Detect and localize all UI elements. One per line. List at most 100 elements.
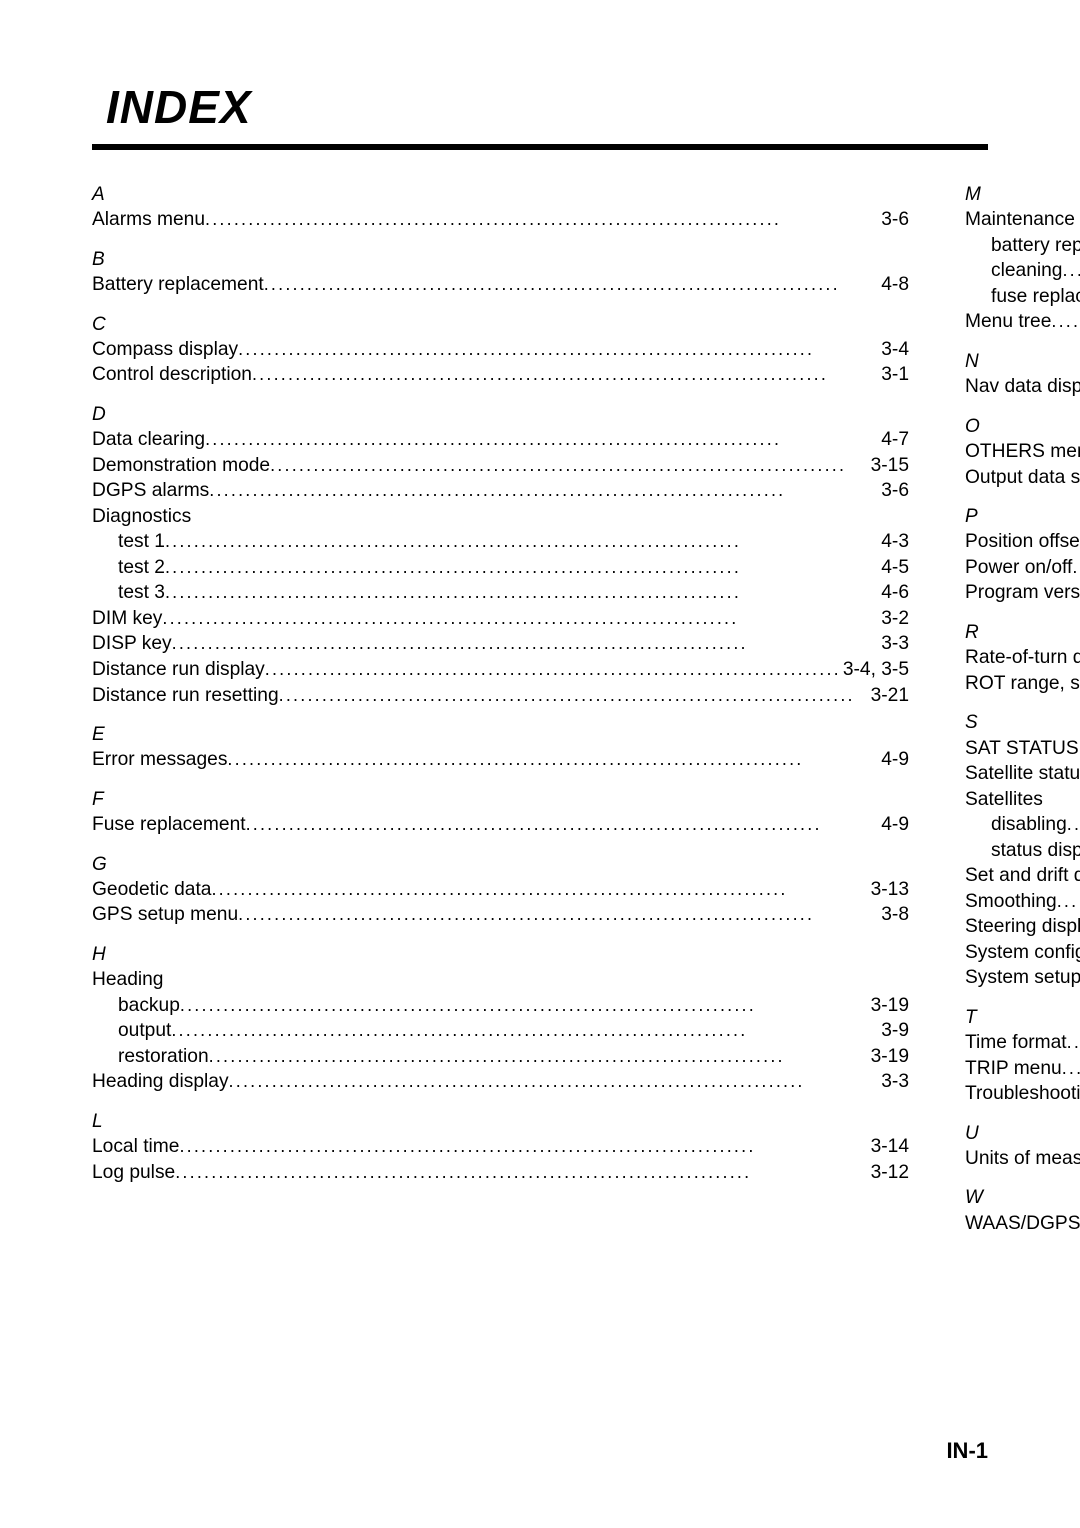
index-subentry: fuse replacement........................…: [965, 284, 1080, 310]
index-entry-label: Menu tree: [965, 309, 1051, 335]
index-entry-label: Control description: [92, 362, 252, 388]
leader-dots: ........................................…: [211, 878, 868, 902]
leader-dots: ........................................…: [162, 607, 879, 631]
index-entry: WAAS/DGPS menu..........................…: [965, 1211, 1080, 1237]
index-entry: Menu tree...............................…: [965, 309, 1080, 335]
index-entry: System setup menu.......................…: [965, 965, 1080, 991]
index-entry-label: backup: [118, 993, 180, 1019]
index-subentry: test 2..................................…: [92, 555, 909, 581]
index-entry-label: Units of measurement: [965, 1146, 1080, 1172]
index-entry-label: DGPS alarms: [92, 478, 209, 504]
index-entry-page: 4-9: [879, 812, 909, 838]
leader-dots: ........................................…: [172, 632, 880, 656]
index-entry-label: Nav data display: [965, 374, 1080, 400]
index-entry: Output data setup menu..................…: [965, 465, 1080, 491]
index-letter: P: [965, 504, 1080, 529]
leader-dots: ........................................…: [1057, 890, 1080, 914]
index-letter: F: [92, 787, 909, 812]
index-entry-label: Log pulse: [92, 1160, 175, 1186]
index-entry: Troubleshooting.........................…: [965, 1081, 1080, 1107]
leader-dots: ........................................…: [165, 556, 879, 580]
index-entry-page: 3-15: [869, 453, 909, 479]
index-entry: ROT range, smoothing....................…: [965, 671, 1080, 697]
index-entry: TRIP menu...............................…: [965, 1056, 1080, 1082]
index-entry: Program version no......................…: [965, 580, 1080, 606]
index-entry: Steering display........................…: [965, 914, 1080, 940]
index-letter: H: [92, 942, 909, 967]
leader-dots: ........................................…: [1067, 813, 1080, 837]
index-entry-page: 3-3: [879, 1069, 909, 1095]
leader-dots: ........................................…: [1072, 556, 1080, 580]
index-entry-label: Distance run resetting: [92, 683, 279, 709]
leader-dots: ........................................…: [1051, 310, 1080, 334]
page-number: IN-1: [946, 1438, 988, 1464]
index-entry-label: Geodetic data: [92, 877, 211, 903]
index-entry-label: System configuration: [965, 940, 1080, 966]
index-entry: DIM key.................................…: [92, 606, 909, 632]
index-entry-label: test 1: [118, 529, 165, 555]
leader-dots: ........................................…: [209, 479, 879, 503]
index-entry: SAT STATUS key..........................…: [965, 736, 1080, 762]
index-entry-label: output: [118, 1018, 171, 1044]
index-entry-page: 3-21: [869, 683, 909, 709]
index-entry: DISP key................................…: [92, 631, 909, 657]
index-entry: DGPS alarms.............................…: [92, 478, 909, 504]
index-entry-label: Local time: [92, 1134, 179, 1160]
index-entry-label: Satellite status display: [965, 761, 1080, 787]
page-title: INDEX: [106, 80, 988, 134]
index-entry-label: fuse replacement: [991, 284, 1080, 310]
index-entry-label: disabling: [991, 812, 1067, 838]
index-entry-label: Power on/off: [965, 555, 1072, 581]
index-entry-label: Program version no.: [965, 580, 1080, 606]
index-entry-label: DIM key: [92, 606, 162, 632]
index-entry: Demonstration mode......................…: [92, 453, 909, 479]
index-letter: C: [92, 312, 909, 337]
index-entry-label: Troubleshooting: [965, 1081, 1080, 1107]
leader-dots: ........................................…: [264, 273, 880, 297]
index-entry: Rate-of-turn display....................…: [965, 645, 1080, 671]
index-entry-label: Battery replacement: [92, 272, 264, 298]
index-entry-label: status display: [991, 838, 1080, 864]
index-entry-page: 4-5: [879, 555, 909, 581]
leader-dots: ........................................…: [227, 748, 879, 772]
index-letter: D: [92, 402, 909, 427]
leader-dots: ........................................…: [179, 1135, 868, 1159]
index-entry-page: 3-19: [869, 1044, 909, 1070]
leader-dots: ........................................…: [238, 338, 879, 362]
index-letter: B: [92, 247, 909, 272]
index-entry: Satellite status display................…: [965, 761, 1080, 787]
index-entry: Time format.............................…: [965, 1030, 1080, 1056]
index-entry: Geodetic data...........................…: [92, 877, 909, 903]
index-entry-label: Distance run display: [92, 657, 265, 683]
index-col-right: MMaintenancebattery replacement.........…: [965, 182, 1080, 1236]
index-entry-label: Fuse replacement: [92, 812, 246, 838]
index-entry: Nav data display........................…: [965, 374, 1080, 400]
index-entry-page: 3-3: [879, 631, 909, 657]
index-entry: OTHERS menu.............................…: [965, 439, 1080, 465]
leader-dots: ........................................…: [1062, 259, 1080, 283]
leader-dots: ........................................…: [1067, 1031, 1080, 1055]
index-subentry: output..................................…: [92, 1018, 909, 1044]
index-entry-label: test 3: [118, 580, 165, 606]
index-entry: Local time..............................…: [92, 1134, 909, 1160]
index-letter: U: [965, 1121, 1080, 1146]
index-entry-page: 3-4, 3-5: [841, 657, 909, 683]
index-entry: Units of measurement....................…: [965, 1146, 1080, 1172]
index-entry-label: test 2: [118, 555, 165, 581]
index-subentry: cleaning................................…: [965, 258, 1080, 284]
leader-dots: ........................................…: [171, 1019, 879, 1043]
index-entry: Alarms menu.............................…: [92, 207, 909, 233]
leader-dots: ........................................…: [205, 208, 879, 232]
index-entry-page: 3-6: [879, 207, 909, 233]
index-entry-label: System setup menu: [965, 965, 1080, 991]
index-columns: AAlarms menu............................…: [92, 182, 988, 1236]
index-letter: L: [92, 1109, 909, 1134]
index-entry-label: cleaning: [991, 258, 1062, 284]
leader-dots: ........................................…: [180, 994, 869, 1018]
index-entry-label: Set and drift display: [965, 863, 1080, 889]
index-heading-label: Maintenance: [965, 207, 1075, 233]
index-entry-page: 3-9: [879, 1018, 909, 1044]
index-subentry: status display..........................…: [965, 838, 1080, 864]
index-letter: O: [965, 414, 1080, 439]
title-rule: [92, 144, 988, 150]
